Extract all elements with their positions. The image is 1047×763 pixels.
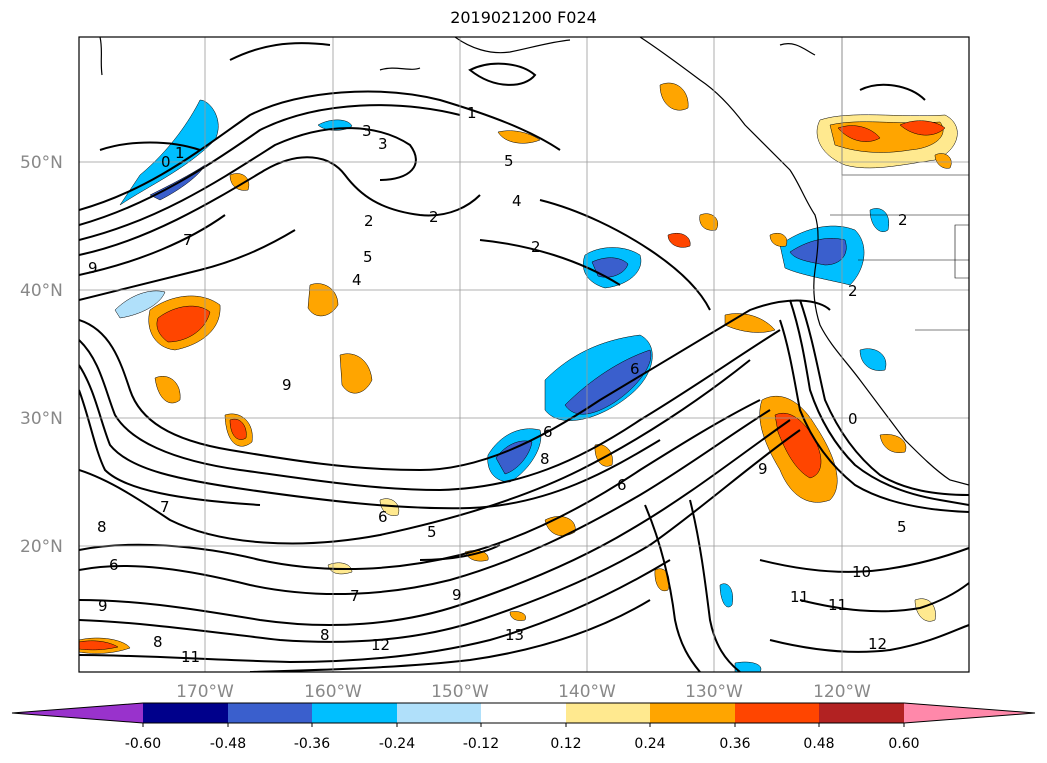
contour-label: 8 [153, 633, 163, 651]
colorbar-segment [143, 703, 228, 723]
contour-label: 6 [378, 508, 388, 526]
lat-label-50n: 50°N [20, 153, 63, 173]
colorbar-tick-label: 0.24 [634, 736, 665, 752]
contour-labels: 0 1 3 3 2 2 5 4 1 2 5 4 6 7 9 8 7 6 6 5 … [88, 104, 908, 666]
contour-label: 5 [363, 248, 373, 266]
contour-label: 7 [183, 231, 193, 249]
contour-label: 4 [512, 192, 522, 210]
contour-label: 1 [467, 104, 477, 122]
contour-label: 6 [630, 360, 640, 378]
colorbar-extend-left [12, 703, 143, 723]
colorbar-tick-labels: -0.60 -0.48 -0.36 -0.24 -0.12 0.12 0.24 … [125, 736, 920, 752]
contour-label: 5 [504, 152, 514, 170]
colorbar: -0.60 -0.48 -0.36 -0.24 -0.12 0.12 0.24 … [11, 702, 1036, 752]
colorbar-tick-label: -0.48 [210, 736, 246, 752]
contour-label: 0 [161, 153, 171, 171]
lat-label-20n: 20°N [20, 537, 63, 557]
lon-label-140w: 140°W [558, 682, 616, 702]
map-plot-area: 0 1 3 3 2 2 5 4 1 2 5 4 6 7 9 8 7 6 6 5 … [79, 37, 969, 672]
colorbar-tick-label: -0.36 [294, 736, 330, 752]
colorbar-tick-label: 0.12 [550, 736, 581, 752]
contour-label: 3 [378, 135, 388, 153]
contour-label: 9 [758, 460, 768, 478]
longitude-labels: 170°W 160°W 150°W 140°W 130°W 120°W [176, 682, 871, 702]
map-frame [78, 36, 970, 673]
contour-label: 9 [282, 376, 292, 394]
contour-label: 5 [427, 523, 437, 541]
contour-label: 10 [852, 563, 871, 581]
contour-label: 5 [897, 518, 907, 536]
colorbar-ticks [142, 723, 905, 727]
contour-label: 6 [109, 556, 119, 574]
contour-label: 2 [848, 282, 858, 300]
colorbar-tick-label: -0.12 [463, 736, 499, 752]
colorbar-segment [481, 703, 566, 723]
lon-label-170w: 170°W [176, 682, 234, 702]
colorbar-segment [228, 703, 312, 723]
colorbar-segment [735, 703, 819, 723]
colorbar-segment [819, 703, 904, 723]
contour-label: 13 [505, 626, 524, 644]
contour-label: 2 [429, 208, 439, 226]
colorbar-tick-label: -0.24 [379, 736, 415, 752]
colorbar-segment [650, 703, 735, 723]
colorbar-segment [566, 703, 650, 723]
contour-label: 7 [350, 587, 360, 605]
colorbar-segment [397, 703, 481, 723]
contour-label: 12 [868, 635, 887, 653]
latitude-labels: 50°N 40°N 30°N 20°N [20, 153, 63, 557]
contour-label: 11 [828, 596, 847, 614]
contour-label: 2 [898, 211, 908, 229]
shaded-anomaly-field [79, 82, 958, 672]
colorbar-tick-label: 0.60 [888, 736, 919, 752]
contour-label: 4 [352, 271, 362, 289]
coastlines [99, 37, 969, 486]
colorbar-tick-label: -0.60 [125, 736, 161, 752]
lat-label-30n: 30°N [20, 409, 63, 429]
contour-label: 8 [540, 450, 550, 468]
contour-label: 9 [452, 586, 462, 604]
colorbar-tick-label: 0.36 [719, 736, 750, 752]
contour-label: 6 [543, 423, 553, 441]
contour-label: 1 [175, 144, 185, 162]
lon-label-120w: 120°W [813, 682, 871, 702]
lon-label-130w: 130°W [685, 682, 743, 702]
contour-label: 2 [531, 238, 541, 256]
contour-label: 11 [790, 588, 809, 606]
contour-label: 2 [364, 212, 374, 230]
lon-label-160w: 160°W [304, 682, 362, 702]
colorbar-extend-right [904, 703, 1035, 723]
contour-label: 7 [160, 498, 170, 516]
contour-label: 6 [617, 476, 627, 494]
contour-label: 9 [88, 259, 98, 277]
colorbar-tick-label: 0.48 [803, 736, 834, 752]
lon-label-150w: 150°W [431, 682, 489, 702]
contour-label: 11 [181, 648, 200, 666]
contour-label: 8 [320, 626, 330, 644]
contour-label: 8 [97, 518, 107, 536]
lat-label-40n: 40°N [20, 281, 63, 301]
contour-label: 0 [848, 410, 858, 428]
contour-label: 3 [362, 122, 372, 140]
contour-label: 9 [98, 597, 108, 615]
colorbar-segment [312, 703, 397, 723]
graticule [79, 37, 969, 672]
contour-label: 12 [371, 636, 390, 654]
map-title: 2019021200 F024 [450, 8, 597, 27]
